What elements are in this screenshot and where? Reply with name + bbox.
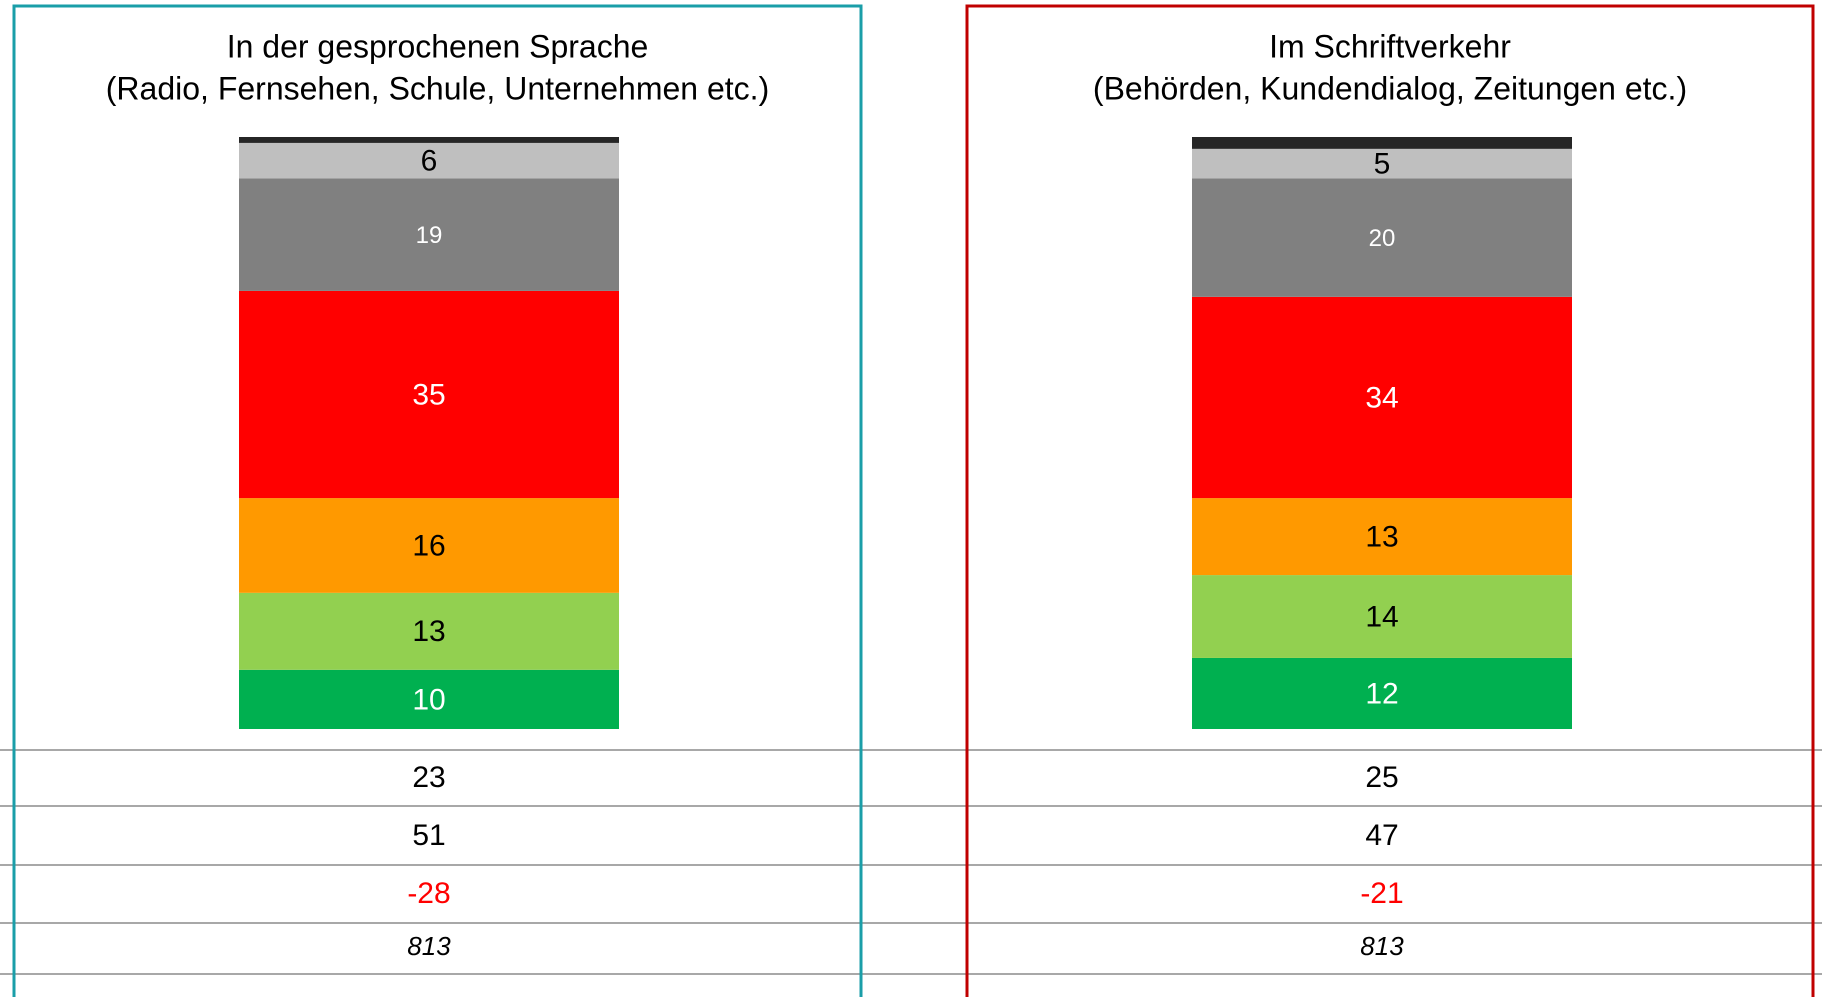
segment-label: 12 — [1365, 677, 1398, 710]
segment-label: 6 — [421, 145, 438, 178]
segment-label: 19 — [416, 222, 443, 249]
bar-segment — [1192, 657, 1572, 729]
panel-subtitle: (Behörden, Kundendialog, Zeitungen etc.) — [1093, 70, 1687, 106]
bar-segment — [1192, 575, 1572, 658]
bar-segment — [239, 178, 619, 291]
summary-value: 813 — [1360, 931, 1404, 961]
segment-label: 14 — [1365, 600, 1398, 633]
summary-value: -21 — [1360, 877, 1403, 910]
bar-segment — [1192, 296, 1572, 499]
summary-value: 813 — [407, 931, 451, 961]
bar-segment — [239, 498, 619, 593]
summary-value: 23 — [412, 761, 445, 794]
segment-label: 5 — [1374, 148, 1391, 181]
segment-label: 13 — [1365, 521, 1398, 554]
bar-segment — [239, 669, 619, 729]
panel-title: In der gesprochenen Sprache — [227, 28, 649, 64]
bar-segment — [1192, 498, 1572, 576]
summary-value: 47 — [1365, 819, 1398, 852]
bar-segment — [239, 137, 619, 143]
bar-segment — [239, 592, 619, 670]
bar-segment — [1192, 148, 1572, 179]
segment-label: 20 — [1369, 225, 1396, 252]
summary-value: 25 — [1365, 761, 1398, 794]
panel-title: Im Schriftverkehr — [1269, 28, 1511, 64]
segment-label: 13 — [412, 615, 445, 648]
segment-label: 10 — [412, 683, 445, 716]
bar-segment — [1192, 137, 1572, 149]
segment-label: 35 — [412, 378, 445, 411]
segment-label: 16 — [412, 529, 445, 562]
bar-segment — [239, 142, 619, 179]
panel-frame — [965, 4, 1815, 997]
summary-value: -28 — [407, 877, 450, 910]
panel-frame — [12, 4, 863, 997]
panel-subtitle: (Radio, Fernsehen, Schule, Unternehmen e… — [106, 70, 769, 106]
summary-value: 51 — [412, 819, 445, 852]
bar-segment — [1192, 178, 1572, 297]
bar-segment — [239, 290, 619, 499]
segment-label: 34 — [1365, 381, 1398, 414]
